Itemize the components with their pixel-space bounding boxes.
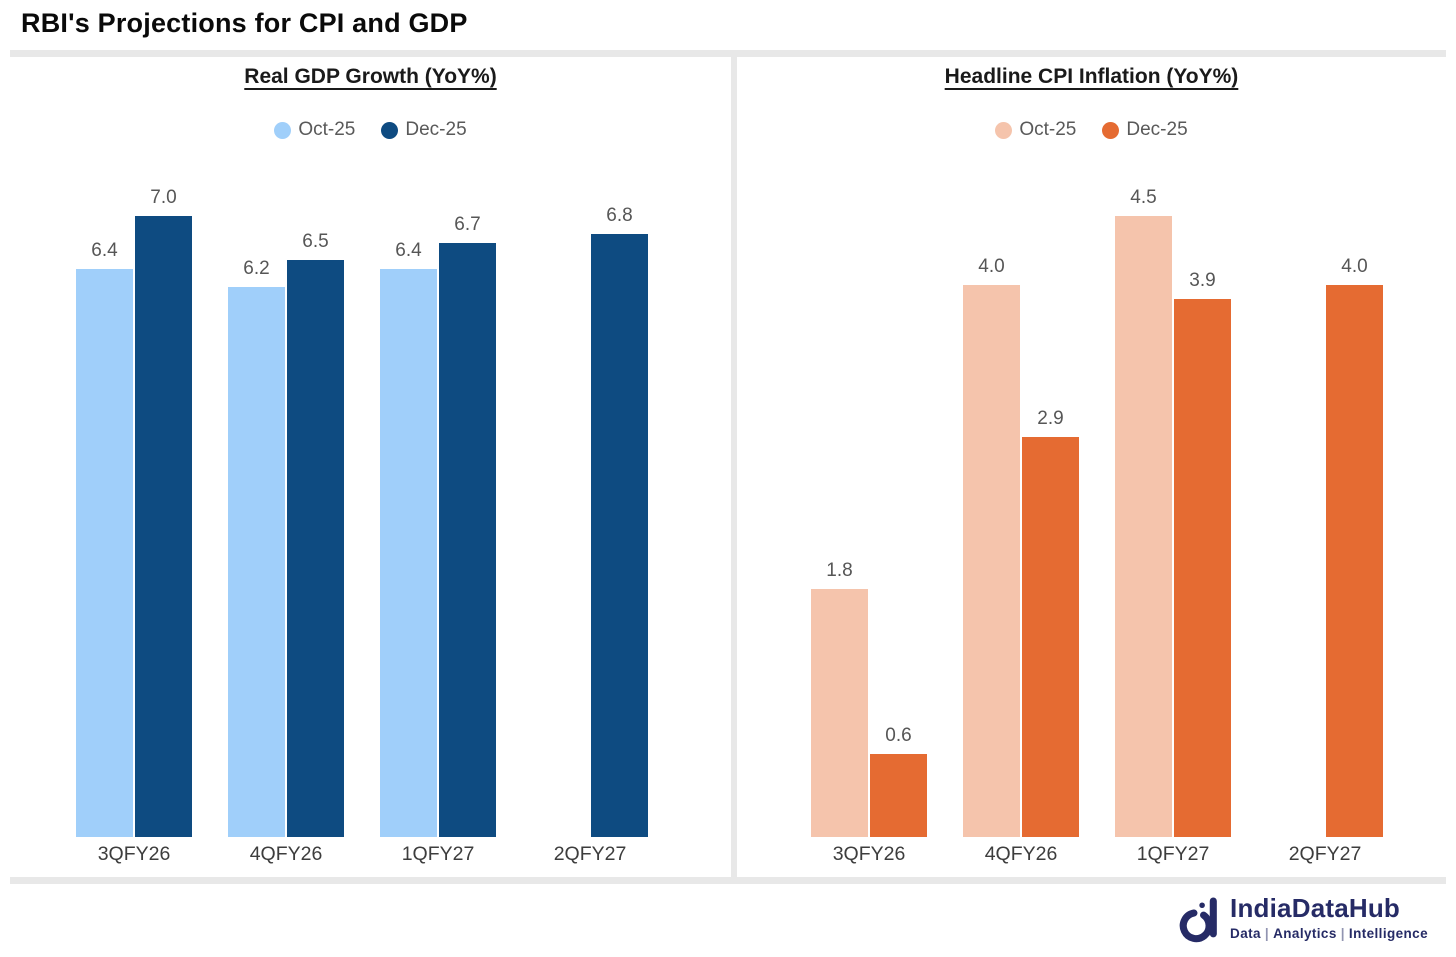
bottom-divider <box>10 877 1446 884</box>
legend-label: Oct-25 <box>298 119 356 140</box>
value-label-oct-25-4qfy26: 4.0 <box>978 256 1005 277</box>
legend-item-oct25: Oct-25 <box>274 119 355 141</box>
center-divider <box>731 57 737 877</box>
value-label-dec-25-3qfy26: 0.6 <box>885 725 912 747</box>
value-label-dec-25-2qfy27: 6.8 <box>606 204 633 226</box>
legend-label: Dec-25 <box>1126 119 1188 140</box>
legend-swatch-icon <box>1102 121 1120 139</box>
bar-dec-25-3qfy26 <box>135 216 192 837</box>
legend-item-dec25: Dec-25 <box>381 119 467 141</box>
bar-dec-25-3qfy26 <box>870 754 927 837</box>
legend-swatch-icon <box>995 121 1013 139</box>
gdp-chart-title: Real GDP Growth (YoY%) <box>244 65 497 88</box>
top-divider <box>10 50 1446 57</box>
page-title: RBI's Projections for CPI and GDP <box>21 8 468 38</box>
legend-item-dec25: Dec-25 <box>1102 119 1188 141</box>
bar-oct-25-4qfy26 <box>228 286 285 837</box>
value-label-dec-25-3qfy26: 7.0 <box>150 187 177 208</box>
category-label-2qfy27: 2QFY27 <box>553 843 627 865</box>
cpi-legend: Oct-25 Dec-25 <box>737 119 1446 141</box>
tagline-separator: | <box>1264 926 1270 941</box>
indiadatahub-logo-icon <box>1179 897 1217 943</box>
tagline-separator: | <box>1340 926 1345 941</box>
bar-oct-25-3qfy26 <box>76 269 133 837</box>
gdp-legend: Oct-25 Dec-25 <box>10 119 731 141</box>
legend-swatch-icon <box>381 121 399 139</box>
tagline-data: Data <box>1230 926 1261 941</box>
bar-dec-25-1qfy27 <box>439 242 496 837</box>
tagline-intelligence: Intelligence <box>1348 926 1428 941</box>
bar-oct-25-1qfy27 <box>380 269 437 837</box>
gdp-chart-panel: Real GDP Growth (YoY%) Oct-25 Dec-25 6.4… <box>10 57 731 884</box>
bar-oct-25-4qfy26 <box>963 285 1020 837</box>
category-label-3qfy26: 3QFY26 <box>832 843 906 865</box>
footer-brand: IndiaDataHub Data | Analytics | Intelligence <box>1178 893 1428 945</box>
value-label-oct-25-4qfy26: 6.2 <box>243 257 270 279</box>
value-label-oct-25-3qfy26: 6.4 <box>91 240 118 262</box>
bar-oct-25-3qfy26 <box>811 588 868 837</box>
legend-item-oct25: Oct-25 <box>995 119 1076 141</box>
category-label-2qfy27: 2QFY27 <box>1288 843 1362 865</box>
bar-dec-25-4qfy26 <box>287 260 344 837</box>
category-label-1qfy27: 1QFY27 <box>401 843 475 865</box>
value-label-dec-25-4qfy26: 6.5 <box>302 231 329 253</box>
bar-dec-25-4qfy26 <box>1022 436 1079 837</box>
value-label-dec-25-1qfy27: 6.7 <box>454 213 481 235</box>
gdp-plot-area: 6.4 7.0 6.2 6.5 6.4 6.7 6.8 <box>10 187 731 837</box>
bar-dec-25-2qfy27 <box>591 233 648 837</box>
value-label-oct-25-1qfy27: 4.5 <box>1130 187 1157 208</box>
value-label-oct-25-1qfy27: 6.4 <box>395 240 422 262</box>
brand-tagline: Data | Analytics | Intelligence <box>1230 926 1428 941</box>
bar-dec-25-2qfy27 <box>1326 285 1383 837</box>
value-label-oct-25-3qfy26: 1.8 <box>826 559 853 581</box>
value-label-dec-25-2qfy27: 4.0 <box>1341 256 1368 277</box>
bar-dec-25-1qfy27 <box>1174 298 1231 837</box>
legend-label: Oct-25 <box>1019 119 1077 140</box>
category-label-3qfy26: 3QFY26 <box>97 843 171 865</box>
tagline-analytics: Analytics <box>1273 926 1337 941</box>
category-label-4qfy26: 4QFY26 <box>984 843 1058 865</box>
legend-swatch-icon <box>274 121 292 139</box>
legend-label: Dec-25 <box>405 119 467 140</box>
category-label-4qfy26: 4QFY26 <box>249 843 323 865</box>
cpi-chart-title: Headline CPI Inflation (YoY%) <box>944 65 1239 88</box>
cpi-chart-panel: Headline CPI Inflation (YoY%) Oct-25 Dec… <box>737 57 1446 884</box>
value-label-dec-25-1qfy27: 3.9 <box>1189 269 1216 291</box>
gdp-x-axis-labels: 3QFY26 4QFY26 1QFY27 2QFY27 <box>10 843 731 869</box>
bar-oct-25-1qfy27 <box>1115 216 1172 837</box>
brand-name: IndiaDataHub <box>1230 893 1401 923</box>
category-label-1qfy27: 1QFY27 <box>1136 843 1210 865</box>
cpi-x-axis-labels: 3QFY26 4QFY26 1QFY27 2QFY27 <box>737 843 1446 869</box>
cpi-plot-area: 1.8 0.6 4.0 2.9 4.5 3.9 4.0 <box>737 187 1446 837</box>
value-label-dec-25-4qfy26: 2.9 <box>1037 407 1064 429</box>
